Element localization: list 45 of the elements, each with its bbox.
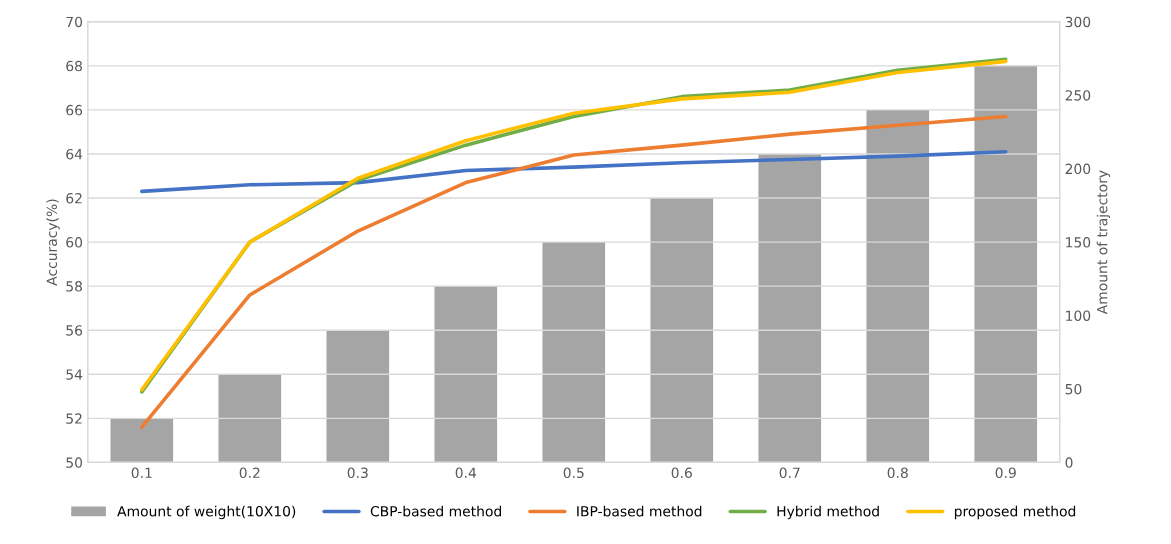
y2-tick-label: 200 (1065, 163, 1091, 175)
y-tick-label: 54 (66, 369, 83, 380)
y2-tick-label: 0 (1065, 457, 1073, 468)
x-tick-label: 0.3 (347, 467, 368, 479)
bar (866, 109, 930, 463)
y2-tick-label: 50 (1065, 383, 1082, 395)
bar (650, 198, 714, 463)
x-tick-label: 0.6 (671, 467, 692, 479)
bar (758, 153, 822, 463)
x-tick-label: 0.4 (455, 467, 477, 479)
y2-tick-label: 150 (1066, 237, 1091, 248)
bar (218, 374, 282, 463)
legend-label: Amount of weight(10X10) (117, 505, 296, 520)
legend-label: proposed method (954, 505, 1076, 520)
y-tick-label: 70 (66, 16, 83, 28)
x-tick-label: 0.9 (995, 467, 1016, 479)
y-tick-label: 60 (66, 237, 83, 248)
x-tick-label: 0.2 (239, 467, 260, 479)
y-tick-label: 68 (66, 60, 83, 72)
x-tick-label: 0.8 (887, 467, 908, 479)
x-tick-label: 0.1 (131, 467, 152, 479)
y-tick-label: 66 (66, 104, 83, 116)
legend-label: IBP-based method (577, 505, 702, 517)
bar (110, 418, 174, 463)
y-axis-title: Accuracy(%) (46, 199, 60, 286)
x-tick-label: 0.7 (779, 467, 800, 479)
y-tick-label: 56 (66, 325, 83, 336)
legend-label: Hybrid method (777, 505, 879, 520)
y-tick-label: 58 (66, 281, 83, 292)
legend-label: CBP-based method (370, 505, 501, 517)
y-tick-label: 64 (66, 148, 83, 160)
bar (434, 286, 498, 463)
line-series (140, 149, 1008, 194)
y2-tick-label: 250 (1065, 90, 1091, 101)
x-tick-label: 0.5 (563, 467, 584, 479)
y-tick-label: 50 (66, 457, 83, 468)
y2-tick-label: 300 (1065, 16, 1091, 28)
y-tick-label: 62 (66, 192, 82, 204)
line-series (140, 114, 1008, 429)
y2-axis-title: Amount of trajectory (1096, 170, 1111, 315)
y-tick-label: 52 (66, 413, 82, 424)
bar (542, 242, 606, 463)
bar (974, 65, 1038, 463)
bar (326, 330, 390, 463)
y2-tick-label: 100 (1066, 310, 1091, 321)
